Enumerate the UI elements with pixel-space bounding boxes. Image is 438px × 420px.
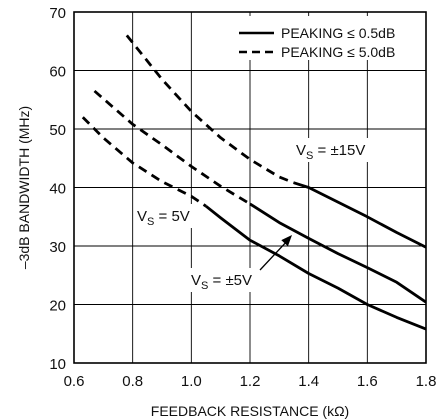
series-line-dashed <box>81 116 207 208</box>
annotation-vs-pm5v: VS = ±5V <box>191 272 252 292</box>
grid <box>74 12 426 363</box>
series-line-dashed <box>125 34 295 185</box>
annotation-background <box>292 138 378 162</box>
annotation-arrowhead <box>281 235 292 247</box>
annotations: VS = ±15V VS = 5V VS = ±5V <box>134 138 378 292</box>
annotation-vs-5v: VS = 5V <box>137 208 190 228</box>
tick-labels: 0.6 0.8 1.0 1.2 1.4 1.6 1.8 10 20 30 40 50 60 70 <box>49 5 436 390</box>
y-tick-label: 10 <box>49 356 66 373</box>
x-axis-title: FEEDBACK RESISTANCE (kΩ) <box>151 403 349 419</box>
x-tick-label: 1.0 <box>181 373 202 390</box>
y-axis-title: –3dB BANDWIDTH (MHz) <box>16 106 32 269</box>
legend-entry-dashed: PEAKING ≤ 5.0dB <box>281 44 395 60</box>
x-tick-label: 1.2 <box>240 373 261 390</box>
legend-entry-solid: PEAKING ≤ 0.5dB <box>281 25 395 41</box>
x-tick-label: 1.4 <box>298 373 319 390</box>
x-tick-label: 0.8 <box>122 373 143 390</box>
y-tick-label: 50 <box>49 122 66 139</box>
series-line-solid <box>293 181 427 249</box>
annotation-vs-15v: VS = ±15V <box>296 142 365 162</box>
y-tick-label: 20 <box>49 298 66 315</box>
x-tick-label: 0.6 <box>64 373 85 390</box>
series-line-solid <box>249 202 427 304</box>
x-tick-label: 1.6 <box>357 373 378 390</box>
y-tick-label: 40 <box>49 181 66 198</box>
plot-frame <box>73 11 427 364</box>
x-tick-label: 1.8 <box>416 373 437 390</box>
y-tick-label: 60 <box>49 64 66 81</box>
curves <box>81 34 427 331</box>
annotation-background <box>134 204 200 228</box>
series-line-solid <box>205 205 427 331</box>
legend: PEAKING ≤ 0.5dB PEAKING ≤ 5.0dB <box>234 16 424 60</box>
y-tick-label: 30 <box>49 239 66 256</box>
annotation-arrow <box>259 238 290 271</box>
annotation-background <box>188 268 266 292</box>
y-tick-label: 70 <box>49 5 66 22</box>
